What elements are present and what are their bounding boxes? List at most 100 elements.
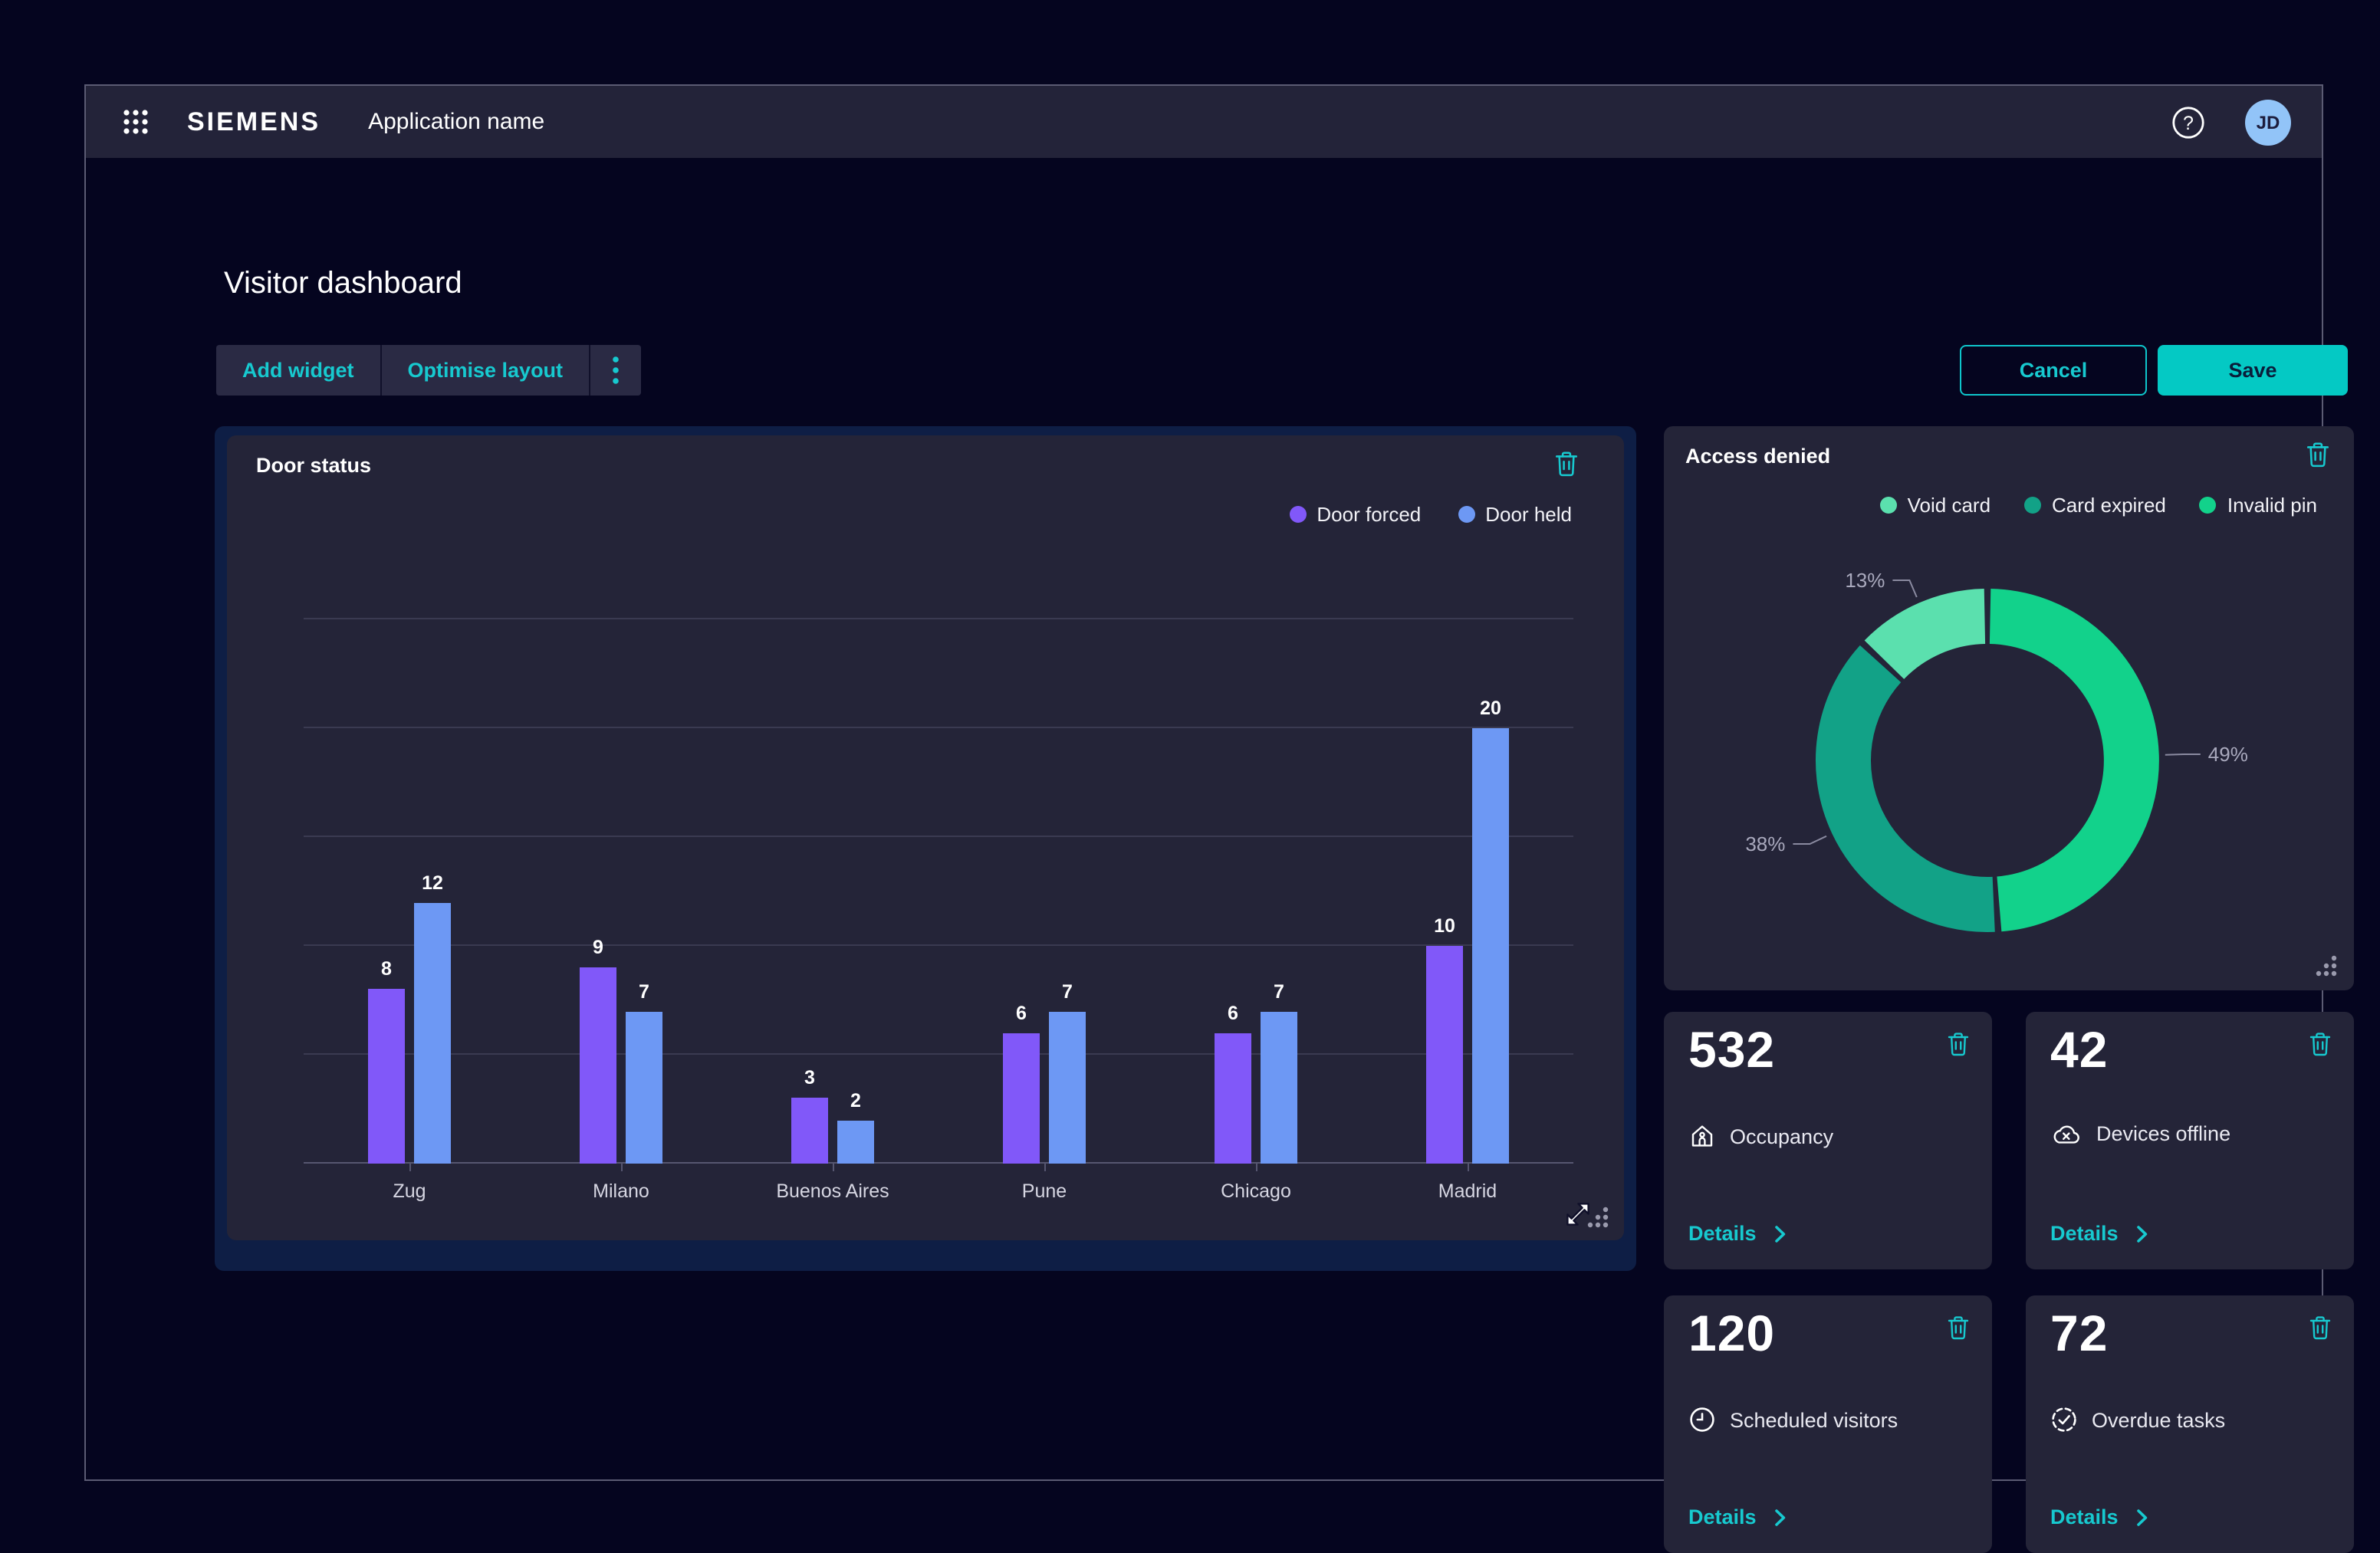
bar-door-forced: 3 (791, 1068, 828, 1164)
bar-group-madrid: 10 20 (1426, 698, 1509, 1164)
bar-value-label: 2 (850, 1089, 861, 1111)
app-header: SIEMENS Application name ? JD (86, 86, 2322, 158)
donut-segment-void-card (1864, 589, 1987, 680)
donut-percent-label: 13% (1845, 569, 1885, 592)
kpi-card-devices-offline: 42 Devices offline Details (2026, 1012, 2354, 1269)
resize-grip-dots[interactable] (1584, 1203, 1612, 1231)
x-axis-category-label: Zug (393, 1180, 426, 1202)
trash-icon (2309, 1315, 2331, 1339)
delete-door-status-button[interactable] (1555, 451, 1578, 477)
legend-item: Door held (1458, 503, 1572, 526)
x-axis-tick (1256, 1164, 1257, 1171)
x-axis-category-label: Madrid (1438, 1180, 1497, 1202)
help-icon[interactable]: ? (2171, 105, 2205, 139)
donut-percent-label: 49% (2208, 743, 2248, 766)
kpi-value: 120 (1688, 1305, 1776, 1361)
bar-value-label: 6 (1016, 1002, 1027, 1024)
delete-access-denied-button[interactable] (2306, 442, 2329, 468)
legend-label: Door forced (1317, 503, 1422, 526)
scheduled-visitors-details-link[interactable]: Details (1688, 1505, 1787, 1528)
more-options-button[interactable] (590, 345, 642, 396)
add-widget-button[interactable]: Add widget (216, 345, 380, 396)
legend-label: Void card (1907, 494, 1991, 517)
x-axis-tick (1044, 1164, 1046, 1171)
bar-door-held: 7 (1049, 980, 1086, 1164)
legend-item: Card expired (2024, 494, 2166, 517)
save-button[interactable]: Save (2158, 345, 2348, 396)
bar-door-forced: 6 (1003, 1003, 1040, 1164)
bar-value-label: 10 (1434, 915, 1455, 937)
occupancy-details-link[interactable]: Details (1688, 1222, 1787, 1245)
gridline (304, 836, 1573, 837)
x-axis-category-label: Buenos Aires (776, 1180, 889, 1202)
cloud-offline-icon (2050, 1122, 2082, 1145)
donut-segment-invalid-pin (1989, 589, 2159, 932)
bar-value-label: 9 (593, 937, 603, 959)
bar-value-label: 12 (422, 872, 443, 894)
x-axis (304, 1162, 1573, 1164)
clock-icon (1688, 1406, 1716, 1433)
kpi-label: Occupancy (1730, 1125, 1834, 1148)
bar-value-label: 7 (1062, 980, 1073, 1003)
optimise-layout-button[interactable]: Optimise layout (381, 345, 590, 396)
bar-door-held: 12 (414, 872, 451, 1164)
bar-door-forced: 9 (580, 937, 616, 1164)
legend-dot-icon (2024, 497, 2042, 514)
bar-value-label: 8 (381, 958, 392, 980)
x-axis-category-label: Chicago (1221, 1180, 1291, 1202)
legend-dot-icon (2199, 497, 2217, 514)
task-check-icon (2050, 1406, 2078, 1433)
access-denied-title: Access denied (1685, 445, 1831, 468)
resize-cursor-icon[interactable] (1563, 1199, 1593, 1230)
legend-item: Invalid pin (2199, 494, 2317, 517)
legend-item: Door forced (1289, 503, 1421, 526)
overdue-tasks-details-link[interactable]: Details (2050, 1505, 2149, 1528)
app-launcher-icon[interactable] (123, 109, 149, 135)
door-status-widget: Door status Door forced Door held 8 12 Zug 9… (227, 435, 1624, 1240)
donut-label-connector (1892, 580, 1918, 598)
bar-door-forced: 10 (1426, 915, 1463, 1164)
x-axis-tick (409, 1164, 411, 1171)
bar-value-label: 3 (804, 1067, 815, 1089)
access-denied-widget: Access denied Void card Card expired Inval… (1664, 426, 2354, 990)
kpi-label: Scheduled visitors (1730, 1408, 1898, 1431)
kpi-label: Devices offline (2096, 1122, 2231, 1145)
bar-value-label: 6 (1228, 1002, 1238, 1024)
bar-group-zug: 8 12 (368, 872, 451, 1164)
resize-grip-dots[interactable] (2313, 952, 2340, 980)
kebab-icon (612, 356, 620, 385)
chevron-right-icon (2137, 1508, 2149, 1526)
legend-label: Invalid pin (2227, 494, 2317, 517)
delete-scheduled-visitors-button[interactable] (1948, 1314, 1971, 1340)
trash-icon (1948, 1315, 1969, 1339)
x-axis-tick (1468, 1164, 1469, 1171)
legend-dot-icon (1289, 506, 1307, 523)
trash-icon (2306, 442, 2329, 468)
application-name: Application name (368, 109, 545, 135)
occupancy-house-person-icon (1688, 1122, 1716, 1150)
page-title: Visitor dashboard (224, 267, 462, 300)
delete-overdue-tasks-button[interactable] (2309, 1314, 2332, 1340)
delete-occupancy-button[interactable] (1948, 1030, 1971, 1056)
door-status-title: Door status (256, 454, 372, 477)
chevron-right-icon (1775, 1508, 1787, 1526)
kpi-label: Overdue tasks (2092, 1408, 2226, 1431)
devices-offline-details-link[interactable]: Details (2050, 1222, 2149, 1245)
bar-door-held: 7 (626, 980, 662, 1164)
bar-value-label: 20 (1480, 698, 1501, 719)
user-avatar[interactable]: JD (2245, 99, 2291, 145)
access-denied-legend: Void card Card expired Invalid pin (1879, 494, 2317, 517)
siemens-logo: SIEMENS (187, 107, 321, 136)
gridline (304, 618, 1573, 619)
legend-item: Void card (1879, 494, 1991, 517)
kpi-value: 532 (1688, 1021, 1776, 1078)
delete-devices-offline-button[interactable] (2309, 1030, 2332, 1056)
donut-label-connector (2165, 754, 2201, 756)
bar-door-held: 2 (837, 1089, 874, 1164)
donut-segment-card-expired (1816, 645, 1995, 932)
gridline (304, 727, 1573, 728)
cancel-button[interactable]: Cancel (1960, 345, 2147, 396)
